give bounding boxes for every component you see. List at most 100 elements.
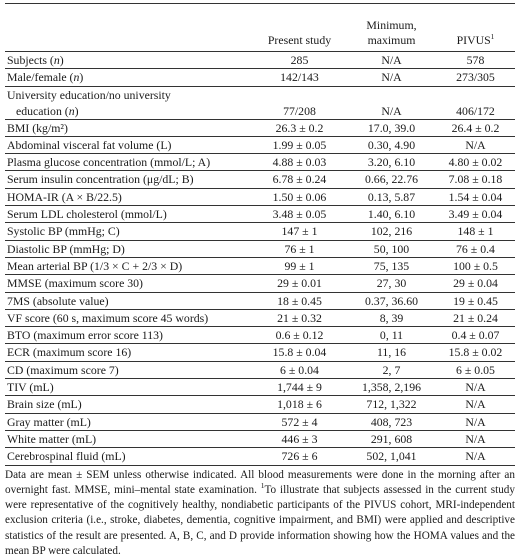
cell-pivus: 1.54 ± 0.04: [436, 187, 515, 206]
cell-pivus: N/A: [436, 395, 515, 414]
cell-min-max: 0.13, 5.87: [347, 187, 436, 206]
cell-present-study: 6 ± 0.04: [252, 360, 347, 379]
table-row: Plasma glucose concentration (mmol/L; A)…: [5, 153, 515, 171]
cell-min-max: 17.0, 39.0: [347, 118, 436, 137]
cell-min-max: 8, 39: [347, 308, 436, 327]
cell-present-study: 4.88 ± 0.03: [252, 153, 347, 171]
cell-pivus: 100 ± 0.5: [436, 256, 515, 275]
row-label: Abdominal visceral fat volume (L): [5, 135, 252, 154]
cell-min-max: 1,358, 2,196: [347, 378, 436, 396]
cell-min-max: 11, 16: [347, 343, 436, 362]
table-row: MMSE (maximum score 30) 29 ± 0.01 27, 30 29…: [5, 274, 515, 293]
table-row: TIV (mL) 1,744 ± 9 1,358, 2,196 N/A: [5, 378, 515, 396]
cell-pivus: 21 ± 0.24: [436, 308, 515, 327]
cell-min-max: 50, 100: [347, 239, 436, 258]
row-label: Serum LDL cholesterol (mmol/L): [5, 205, 252, 223]
table-row: ECR (maximum score 16) 15.8 ± 0.04 11, 16 1…: [5, 343, 515, 362]
table-row: HOMA-IR (A × B/22.5) 1.50 ± 0.06 0.13, 5.8…: [5, 187, 515, 206]
cell-present-study: 0.6 ± 0.12: [252, 326, 347, 344]
cell-pivus: 76 ± 0.4: [436, 239, 515, 258]
row-label: VF score (60 s, maximum score 45 words): [5, 308, 252, 327]
cell-min-max: 27, 30: [347, 274, 436, 293]
cell-pivus: 29 ± 0.04: [436, 274, 515, 293]
row-label: MMSE (maximum score 30): [5, 274, 252, 293]
table-row: 7MS (absolute value) 18 ± 0.45 0.37, 36.60…: [5, 291, 515, 310]
row-label: Plasma glucose concentration (mmol/L; A): [5, 153, 252, 171]
cell-present-study: 1,018 ± 6: [252, 395, 347, 414]
table-row: Serum insulin concentration (μg/dL; B) 6.…: [5, 170, 515, 189]
row-label: TIV (mL): [5, 378, 252, 396]
row-label: Serum insulin concentration (μg/dL; B): [5, 170, 252, 189]
cell-min-max: 291, 608: [347, 429, 436, 448]
cell-min-max: 3.20, 6.10: [347, 153, 436, 171]
row-label: BTO (maximum error score 113): [5, 326, 252, 344]
table-row: Serum LDL cholesterol (mmol/L) 3.48 ± 0.0…: [5, 205, 515, 223]
table-row: Brain size (mL) 1,018 ± 6 712, 1,322 N/A: [5, 395, 515, 414]
cell-min-max: 408, 723: [347, 412, 436, 431]
cell-present-study: 76 ± 1: [252, 239, 347, 258]
cell-present-study: 26.3 ± 0.2: [252, 118, 347, 137]
cell-pivus: 6 ± 0.05: [436, 360, 515, 379]
row-label: Brain size (mL): [5, 395, 252, 414]
table-row: VF score (60 s, maximum score 45 words) 2…: [5, 308, 515, 327]
table-row: Abdominal visceral fat volume (L) 1.99 ± …: [5, 135, 515, 154]
characteristics-table: Present study Minimum, maximum PIVUS1 Sub…: [5, 3, 515, 466]
row-label: BMI (kg/m²): [5, 118, 252, 137]
row-label: University education/no university educat…: [5, 85, 252, 120]
cell-min-max: 0.66, 22.76: [347, 170, 436, 189]
cell-pivus: N/A: [436, 447, 515, 466]
row-label: CD (maximum score 7): [5, 360, 252, 379]
cell-present-study: 446 ± 3: [252, 429, 347, 448]
cell-present-study: 18 ± 0.45: [252, 291, 347, 310]
cell-pivus: 19 ± 0.45: [436, 291, 515, 310]
cell-present-study: 572 ± 4: [252, 412, 347, 431]
row-label: 7MS (absolute value): [5, 291, 252, 310]
cell-pivus: 3.49 ± 0.04: [436, 205, 515, 223]
cell-min-max: 102, 216: [347, 222, 436, 241]
row-label: Gray matter (mL): [5, 412, 252, 431]
table-row: BTO (maximum error score 113) 0.6 ± 0.12 0…: [5, 326, 515, 344]
cell-pivus: 273/305: [436, 68, 515, 87]
cell-min-max: 0.37, 36.60: [347, 291, 436, 310]
table-row: Male/female (n) 142/143 N/A 273/305: [5, 68, 515, 87]
row-label: Systolic BP (mmHg; C): [5, 222, 252, 241]
cell-min-max: N/A: [381, 53, 402, 67]
row-label: Subjects (n): [7, 53, 64, 67]
cell-min-max: 75, 135: [347, 256, 436, 275]
cell-present-study: 1.50 ± 0.06: [252, 187, 347, 206]
row-label: White matter (mL): [5, 429, 252, 448]
cell-min-max: 712, 1,322: [347, 395, 436, 414]
cell-pivus: 26.4 ± 0.2: [436, 118, 515, 137]
table-row: University education/no university educat…: [5, 85, 515, 120]
cell-pivus: 15.8 ± 0.02: [436, 343, 515, 362]
cell-pivus: N/A: [436, 378, 515, 396]
cell-present-study: 29 ± 0.01: [252, 274, 347, 293]
cell-present-study: 1,744 ± 9: [252, 378, 347, 396]
cell-min-max: 0, 11: [347, 326, 436, 344]
cell-min-max: 0.30, 4.90: [347, 135, 436, 154]
table-row: Subjects (n) 285 N/A 578: [5, 52, 515, 69]
cell-present-study: 6.78 ± 0.24: [252, 170, 347, 189]
cell-pivus: 406/172: [436, 85, 515, 120]
cell-pivus: N/A: [436, 429, 515, 448]
cell-min-max: 2, 7: [347, 360, 436, 379]
cell-pivus: N/A: [436, 135, 515, 154]
row-label: Cerebrospinal fluid (mL): [5, 447, 252, 466]
cell-pivus: 4.80 ± 0.02: [436, 153, 515, 171]
row-label: Mean arterial BP (1/3 × C + 2/3 × D): [5, 256, 252, 275]
cell-min-max: N/A: [347, 85, 436, 120]
header-min-max: Minimum, maximum: [347, 4, 436, 52]
row-label: Male/female (n): [5, 68, 252, 87]
table-row: Cerebrospinal fluid (mL) 726 ± 6 502, 1,04…: [5, 447, 515, 466]
table-row: Mean arterial BP (1/3 × C + 2/3 × D) 99 ±…: [5, 256, 515, 275]
cell-present-study: 77/208: [252, 85, 347, 120]
cell-min-max: N/A: [347, 68, 436, 87]
table-row: BMI (kg/m²) 26.3 ± 0.2 17.0, 39.0 26.4 ± 0.…: [5, 118, 515, 137]
header-present-study: Present study: [252, 4, 347, 52]
cell-present-study: 147 ± 1: [252, 222, 347, 241]
table-row: Diastolic BP (mmHg; D) 76 ± 1 50, 100 76 ± …: [5, 239, 515, 258]
table-row: Systolic BP (mmHg; C) 147 ± 1 102, 216 148 …: [5, 222, 515, 241]
row-label: Diastolic BP (mmHg; D): [5, 239, 252, 258]
